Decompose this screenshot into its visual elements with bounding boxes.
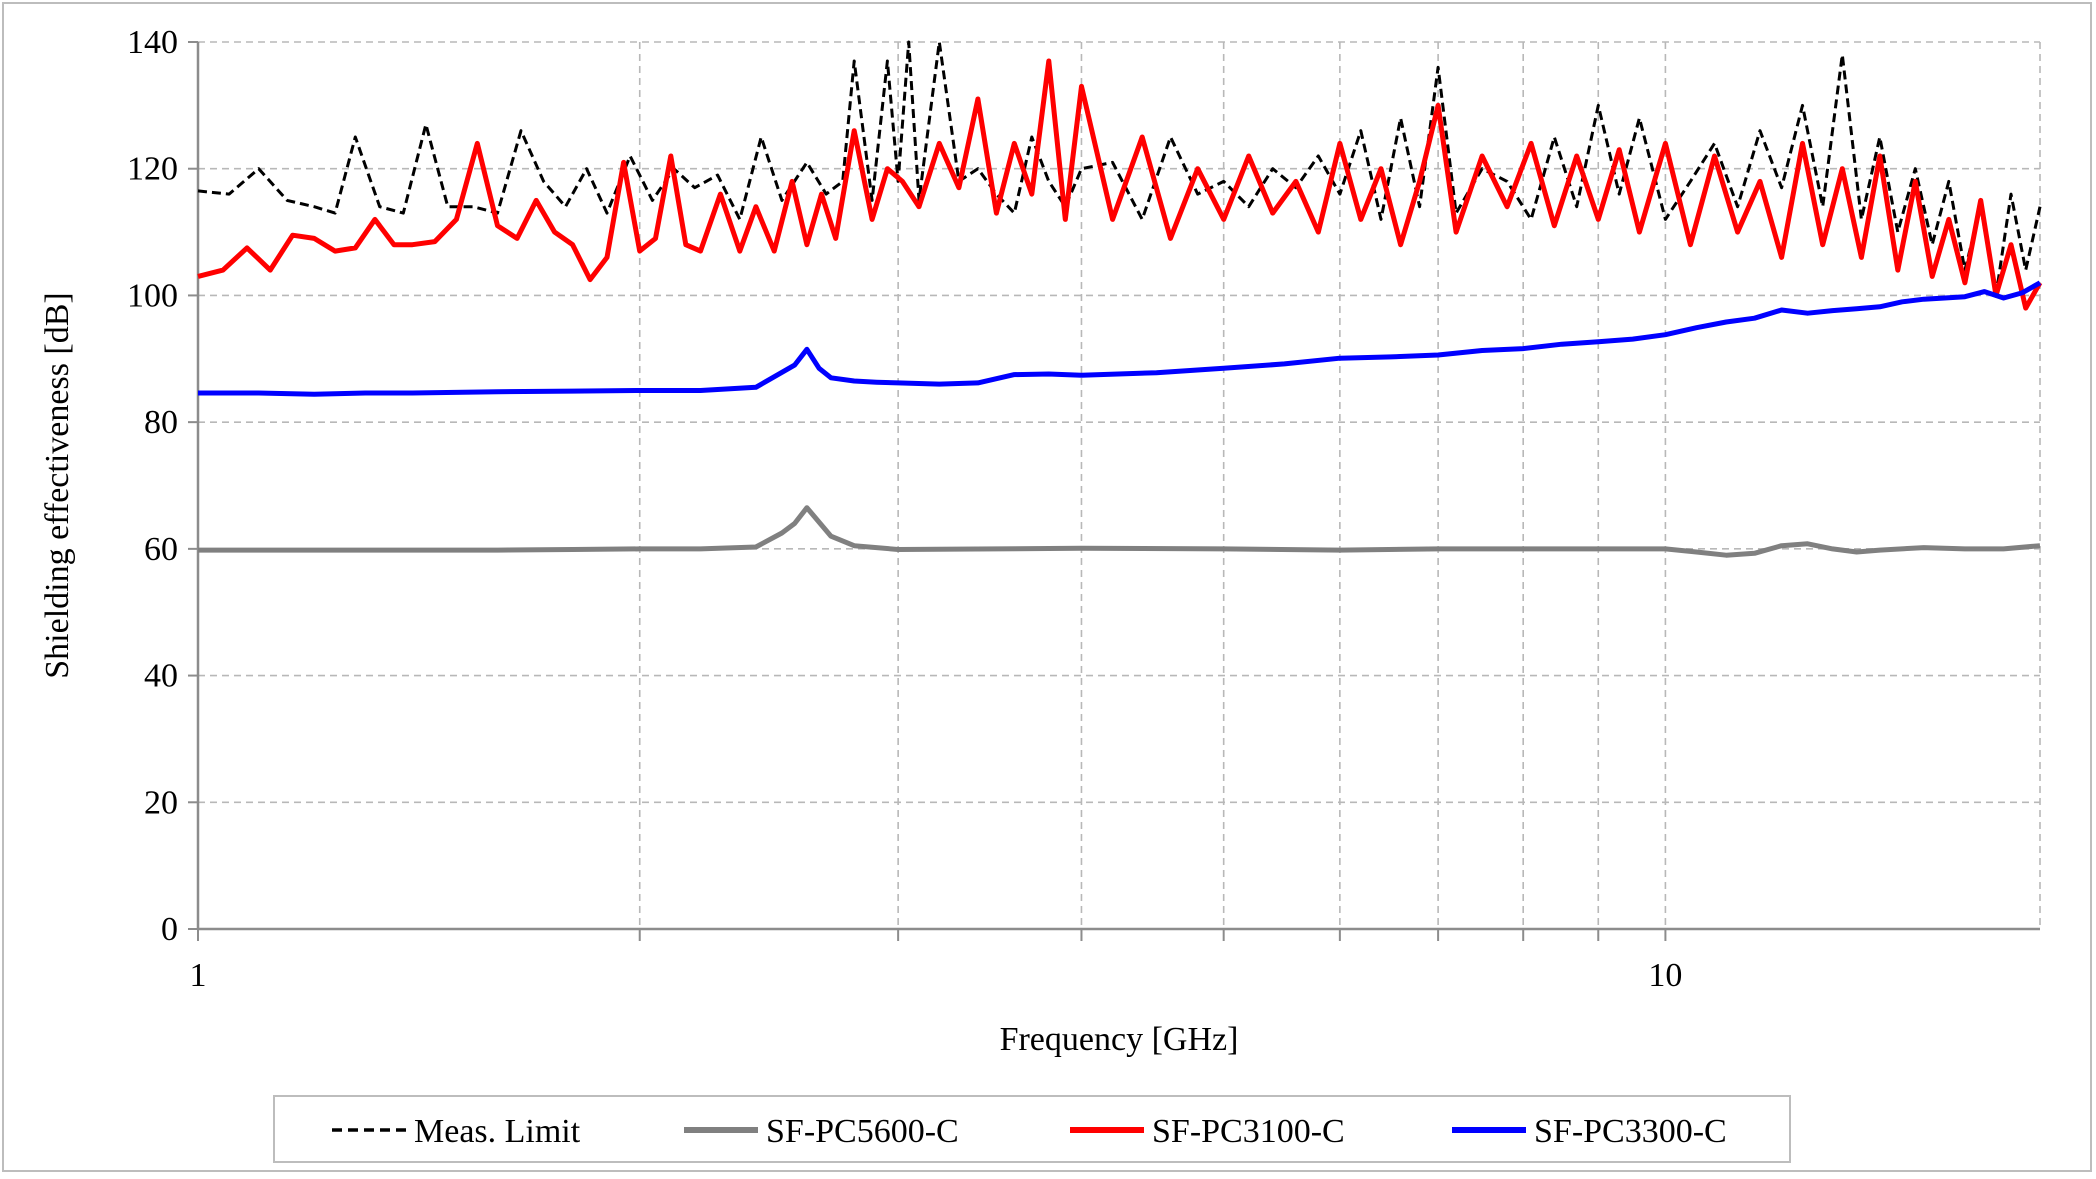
y-tick-label: 80	[144, 404, 178, 441]
y-tick-label: 120	[127, 151, 178, 188]
shielding-effectiveness-chart: 0 20 40 60 80 100 120 140 1 10 Frequency [GHz] S…	[39, 24, 2043, 1163]
series-line-0	[197, 40, 2042, 297]
y-tick-label: 20	[144, 784, 178, 821]
legend-label-1: SF-PC5600-C	[766, 1113, 959, 1150]
legend-label-3: SF-PC3300-C	[1534, 1113, 1727, 1150]
series-line-2	[197, 58, 2043, 311]
series-line-1	[198, 505, 2041, 558]
x-tick-label: 1	[190, 957, 207, 994]
y-tick-label: 60	[144, 531, 178, 568]
y-tick-label: 140	[127, 24, 178, 61]
legend-label-2: SF-PC3100-C	[1152, 1113, 1345, 1150]
y-tick-labels: 0 20 40 60 80 100 120 140	[127, 24, 198, 948]
y-axis-label: Shielding effectiveness [dB]	[39, 292, 76, 679]
legend-label-0: Meas. Limit	[414, 1113, 581, 1150]
legend-box	[273, 1095, 1791, 1163]
y-tick-label: 0	[161, 911, 178, 948]
x-tick-label: 10	[1648, 957, 1682, 994]
axes-layer	[196, 42, 2040, 931]
x-axis-label: Frequency [GHz]	[1000, 1021, 1239, 1058]
series-layer	[197, 40, 2043, 558]
series-line-3	[198, 280, 2042, 397]
y-tick-label: 100	[127, 277, 178, 314]
legend-items: Meas. Limit SF-PC5600-C SF-PC3100-C SF-PC33…	[332, 1113, 1727, 1150]
legend: Meas. Limit SF-PC5600-C SF-PC3100-C SF-PC33…	[273, 1095, 1791, 1163]
x-tick-labels: 1 10	[190, 929, 1682, 994]
y-tick-label: 40	[144, 658, 178, 695]
